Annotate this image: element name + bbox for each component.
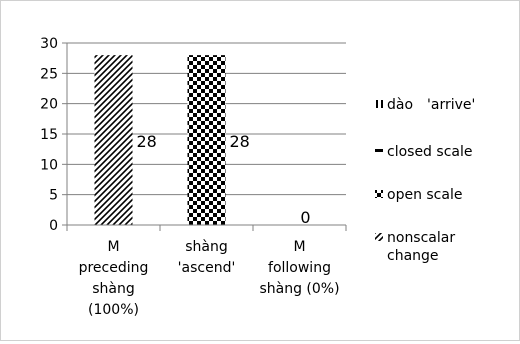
y-tick-label: 30: [40, 36, 58, 52]
bars: [94, 55, 226, 226]
legend-label: nonscalar: [387, 230, 455, 246]
legend-label: open scale: [387, 187, 462, 203]
y-tick-label: 0: [49, 218, 58, 234]
category-label: preceding: [79, 260, 149, 276]
legend-label: closed scale: [387, 144, 472, 160]
bar: [94, 55, 133, 226]
data-labels: 28 28 0: [137, 132, 311, 227]
legend: dào 'arrive' closed scale open scale nonsca…: [375, 97, 475, 264]
y-tick-label: 20: [40, 97, 58, 113]
category-label: M: [107, 239, 119, 255]
category-label: (100%): [88, 302, 139, 318]
y-tick-label: 25: [40, 66, 58, 82]
legend-label: dào 'arrive': [387, 97, 475, 113]
category-label: M: [293, 239, 305, 255]
category-label: shàng: [92, 281, 135, 297]
category-label: 'ascend': [178, 260, 236, 276]
legend-swatch: [375, 100, 383, 108]
y-tick-labels: 0 5 10 15 20 25 30: [40, 36, 58, 234]
legend-swatch: [375, 233, 383, 241]
data-label: 28: [137, 132, 157, 151]
category-label: shàng: [185, 239, 228, 255]
legend-swatch: [375, 190, 383, 198]
legend-label: change: [387, 248, 439, 264]
y-tick-label: 15: [40, 127, 58, 143]
y-tick-label: 5: [49, 188, 58, 204]
axes: [62, 42, 347, 231]
data-label: 0: [300, 208, 310, 227]
category-label: shàng (0%): [259, 281, 339, 297]
category-label: following: [268, 260, 331, 276]
y-tick-label: 10: [40, 157, 58, 173]
data-label: 28: [230, 132, 250, 151]
legend-swatch: [375, 149, 383, 152]
bar: [187, 55, 226, 226]
